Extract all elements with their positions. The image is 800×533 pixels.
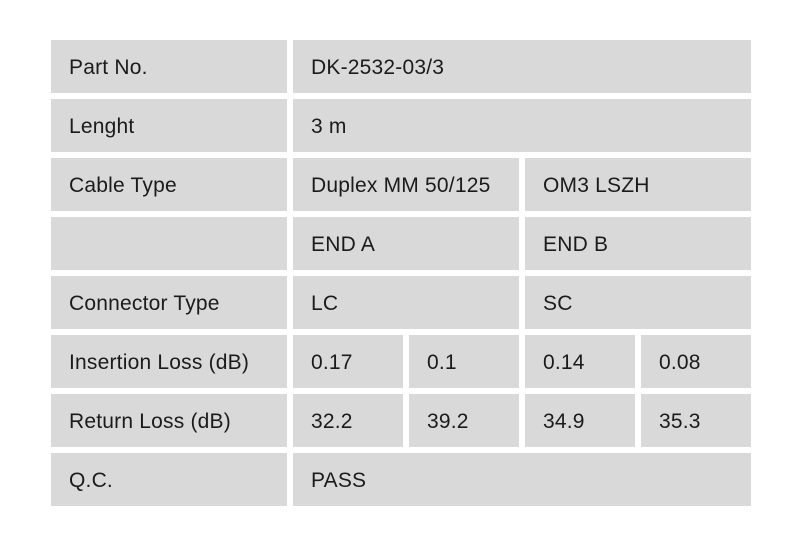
value-cell: 0.08	[641, 335, 751, 388]
table-row: Part No. DK-2532-03/3	[51, 40, 751, 93]
table-row: Insertion Loss (dB) 0.17 0.1 0.14 0.08	[51, 335, 751, 388]
value-cell: DK-2532-03/3	[293, 40, 751, 93]
value-cell: 0.14	[525, 335, 635, 388]
value-cell: 32.2	[293, 394, 403, 447]
table-row: Connector Type LC SC	[51, 276, 751, 329]
table-row: Lenght 3 m	[51, 99, 751, 152]
table-row: Return Loss (dB) 32.2 39.2 34.9 35.3	[51, 394, 751, 447]
value-cell: PASS	[293, 453, 751, 506]
table-row: END A END B	[51, 217, 751, 270]
value-cell: SC	[525, 276, 751, 329]
value-cell: 0.17	[293, 335, 403, 388]
qc-spec-table: Part No. DK-2532-03/3 Lenght 3 m Cable Type D…	[45, 34, 757, 512]
value-cell: END B	[525, 217, 751, 270]
value-cell: 3 m	[293, 99, 751, 152]
value-cell: 35.3	[641, 394, 751, 447]
row-label-cell	[51, 217, 287, 270]
row-label-cell: Return Loss (dB)	[51, 394, 287, 447]
row-label-cell: Part No.	[51, 40, 287, 93]
value-cell: OM3 LSZH	[525, 158, 751, 211]
row-label-cell: Lenght	[51, 99, 287, 152]
value-cell: Duplex MM 50/125	[293, 158, 519, 211]
row-label-cell: Insertion Loss (dB)	[51, 335, 287, 388]
row-label-cell: Q.C.	[51, 453, 287, 506]
value-cell: 39.2	[409, 394, 519, 447]
table-row: Cable Type Duplex MM 50/125 OM3 LSZH	[51, 158, 751, 211]
value-cell: 34.9	[525, 394, 635, 447]
row-label-cell: Cable Type	[51, 158, 287, 211]
table-row: Q.C. PASS	[51, 453, 751, 506]
row-label-cell: Connector Type	[51, 276, 287, 329]
value-cell: 0.1	[409, 335, 519, 388]
value-cell: LC	[293, 276, 519, 329]
value-cell: END A	[293, 217, 519, 270]
